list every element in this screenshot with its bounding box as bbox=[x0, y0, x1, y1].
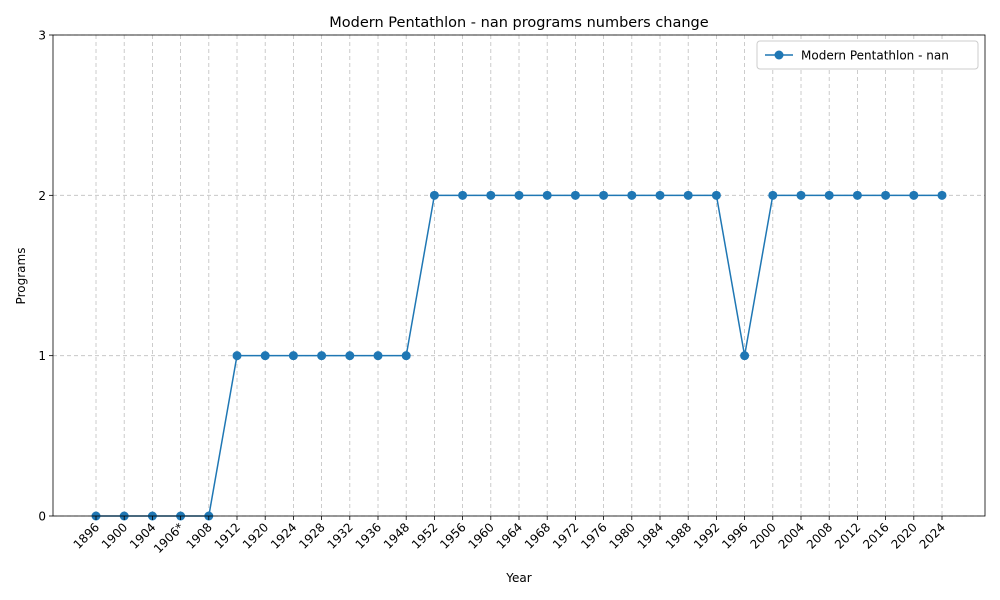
x-tick-label: 1900 bbox=[99, 520, 130, 551]
data-point bbox=[627, 190, 637, 200]
data-point bbox=[768, 190, 778, 200]
data-point bbox=[683, 190, 693, 200]
data-point bbox=[317, 351, 327, 361]
chart-title: Modern Pentathlon - nan programs numbers… bbox=[329, 15, 708, 31]
x-tick-label: 1996 bbox=[719, 520, 750, 551]
x-tick-label: 1956 bbox=[437, 520, 468, 551]
data-point bbox=[740, 351, 750, 361]
x-tick-label: 1988 bbox=[663, 520, 694, 551]
x-tick-label: 1936 bbox=[353, 520, 384, 551]
x-axis-label: Year bbox=[505, 571, 531, 585]
data-point bbox=[232, 351, 242, 361]
y-tick-label: 3 bbox=[38, 29, 46, 43]
x-tick-label: 2020 bbox=[888, 520, 919, 551]
data-point bbox=[486, 190, 496, 200]
y-tick-label: 2 bbox=[38, 189, 46, 203]
data-point bbox=[373, 351, 383, 361]
x-tick-label: 1948 bbox=[381, 520, 412, 551]
data-point bbox=[599, 190, 609, 200]
x-tick-label: 1980 bbox=[606, 520, 637, 551]
x-tick-label: 2024 bbox=[917, 520, 948, 551]
data-point bbox=[514, 190, 524, 200]
x-tick-label: 2012 bbox=[832, 520, 863, 551]
data-point bbox=[852, 190, 862, 200]
data-point bbox=[655, 190, 665, 200]
data-point bbox=[824, 190, 834, 200]
x-tick-label: 2004 bbox=[776, 520, 807, 551]
y-axis-label: Programs bbox=[14, 248, 28, 305]
x-tick-label: 2000 bbox=[747, 520, 778, 551]
legend-marker-swatch bbox=[774, 50, 784, 60]
data-point bbox=[288, 351, 298, 361]
data-point bbox=[711, 190, 721, 200]
data-point bbox=[881, 190, 891, 200]
x-tick-label: 1964 bbox=[494, 520, 525, 551]
data-point bbox=[458, 190, 468, 200]
x-tick-label: 1992 bbox=[691, 520, 722, 551]
legend: Modern Pentathlon - nan bbox=[756, 40, 979, 70]
data-point bbox=[260, 351, 270, 361]
x-tick-label: 1924 bbox=[268, 520, 299, 551]
x-tick-label: 1976 bbox=[578, 520, 609, 551]
x-tick-label: 2016 bbox=[860, 520, 891, 551]
x-tick-label: 1932 bbox=[324, 520, 355, 551]
x-tick-label: 1984 bbox=[635, 520, 666, 551]
series-layer bbox=[91, 190, 947, 521]
data-point bbox=[909, 190, 919, 200]
grid-layer bbox=[53, 34, 985, 517]
data-point bbox=[570, 190, 580, 200]
data-point bbox=[345, 351, 355, 361]
data-point bbox=[796, 190, 806, 200]
x-tick-label: 1968 bbox=[522, 520, 553, 551]
x-tick-label: 1896 bbox=[71, 520, 102, 551]
x-tick-label: 1972 bbox=[550, 520, 581, 551]
y-tick-label: 1 bbox=[38, 349, 46, 363]
x-tick-label: 1960 bbox=[465, 520, 496, 551]
x-tick-label: 2008 bbox=[804, 520, 835, 551]
x-tick-label: 1928 bbox=[296, 520, 327, 551]
x-tick-label: 1912 bbox=[212, 520, 243, 551]
x-tick-label: 1952 bbox=[409, 520, 440, 551]
data-point bbox=[542, 190, 552, 200]
x-tick-label: 1906* bbox=[151, 520, 187, 556]
legend-box bbox=[756, 40, 979, 70]
x-tick-label: 1920 bbox=[240, 520, 271, 551]
x-tick-label: 1908 bbox=[183, 520, 214, 551]
data-point bbox=[937, 190, 947, 200]
plot-frame bbox=[52, 34, 986, 517]
data-point bbox=[401, 351, 411, 361]
y-tick-label: 0 bbox=[38, 510, 46, 524]
legend-label: Modern Pentathlon - nan bbox=[801, 49, 949, 63]
data-point bbox=[429, 190, 439, 200]
